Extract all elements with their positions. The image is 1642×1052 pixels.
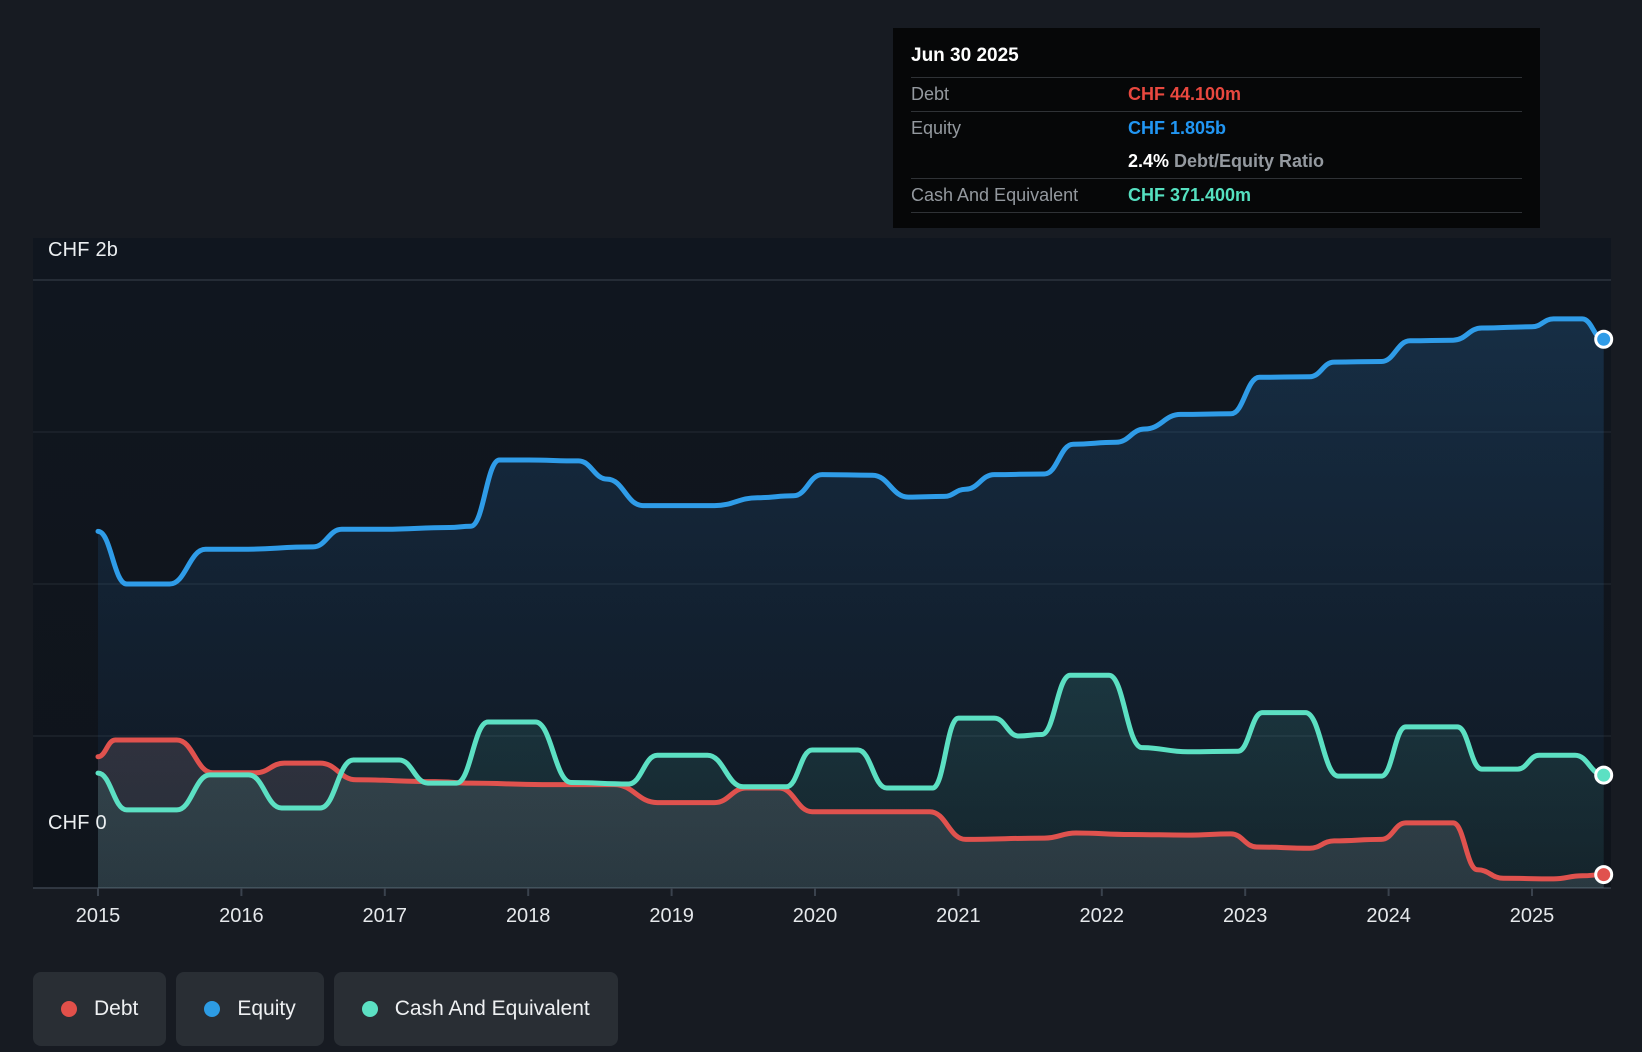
- tooltip-row-cash: Cash And Equivalent CHF 371.400m: [911, 179, 1522, 213]
- tooltip-debt-label: Debt: [911, 84, 950, 104]
- x-tick-label-2023: 2023: [1223, 905, 1268, 927]
- tooltip-cash-value: CHF 371.400m: [1128, 185, 1252, 205]
- tooltip-row-ratio: 2.4% Debt/Equity Ratio: [911, 145, 1522, 179]
- x-tick-label-2022: 2022: [1080, 905, 1125, 927]
- cash-end-marker[interactable]: [1594, 765, 1614, 785]
- equity-end-marker[interactable]: [1594, 329, 1614, 349]
- tooltip-ratio-value: 2.4%: [1128, 151, 1170, 171]
- tooltip: Jun 30 2025 Debt CHF 44.100m Equity CHF …: [893, 28, 1540, 228]
- legend-item-debt[interactable]: Debt: [33, 972, 167, 1046]
- x-tick-label-2021: 2021: [936, 905, 981, 927]
- equity-color-dot: [204, 1001, 221, 1017]
- equity-line: [95, 316, 1607, 587]
- debt-color-dot: [61, 1001, 77, 1017]
- x-tick-label-2025: 2025: [1510, 905, 1555, 927]
- debt-end-marker[interactable]: [1594, 865, 1614, 885]
- legend: Debt Equity Cash And Equivalent: [33, 972, 618, 1046]
- tooltip-row-equity: Equity CHF 1.805b: [911, 112, 1522, 145]
- legend-cash-label: Cash And Equivalent: [394, 997, 590, 1020]
- cash-line: [95, 672, 1607, 813]
- x-tick-label-2017: 2017: [363, 905, 408, 927]
- x-tick-label-2019: 2019: [649, 905, 694, 927]
- tooltip-cash-label: Cash And Equivalent: [911, 185, 1079, 205]
- legend-item-equity[interactable]: Equity: [176, 972, 324, 1046]
- tooltip-debt-value: CHF 44.100m: [1128, 84, 1242, 104]
- debt-line: [95, 737, 1607, 882]
- x-tick-label-2016: 2016: [219, 905, 264, 927]
- tooltip-date: Jun 30 2025: [911, 36, 1522, 78]
- legend-equity-label: Equity: [237, 997, 296, 1020]
- legend-debt-label: Debt: [94, 997, 139, 1020]
- tooltip-equity-value: CHF 1.805b: [1128, 118, 1227, 138]
- tooltip-ratio: 2.4% Debt/Equity Ratio: [1128, 151, 1324, 172]
- y-axis-max-label: CHF 2b: [48, 239, 119, 261]
- y-axis-zero-label: CHF 0: [48, 812, 107, 834]
- x-tick-label-2024: 2024: [1366, 905, 1411, 927]
- legend-item-cash[interactable]: Cash And Equivalent: [333, 972, 618, 1046]
- tooltip-equity-label: Equity: [911, 118, 962, 138]
- x-tick-label-2018: 2018: [506, 905, 551, 927]
- cash-color-dot: [361, 1001, 378, 1017]
- tooltip-ratio-label: Debt/Equity Ratio: [1174, 151, 1325, 171]
- x-tick-label-2020: 2020: [793, 905, 838, 927]
- tooltip-row-debt: Debt CHF 44.100m: [911, 78, 1522, 112]
- x-tick-label-2015: 2015: [76, 905, 121, 927]
